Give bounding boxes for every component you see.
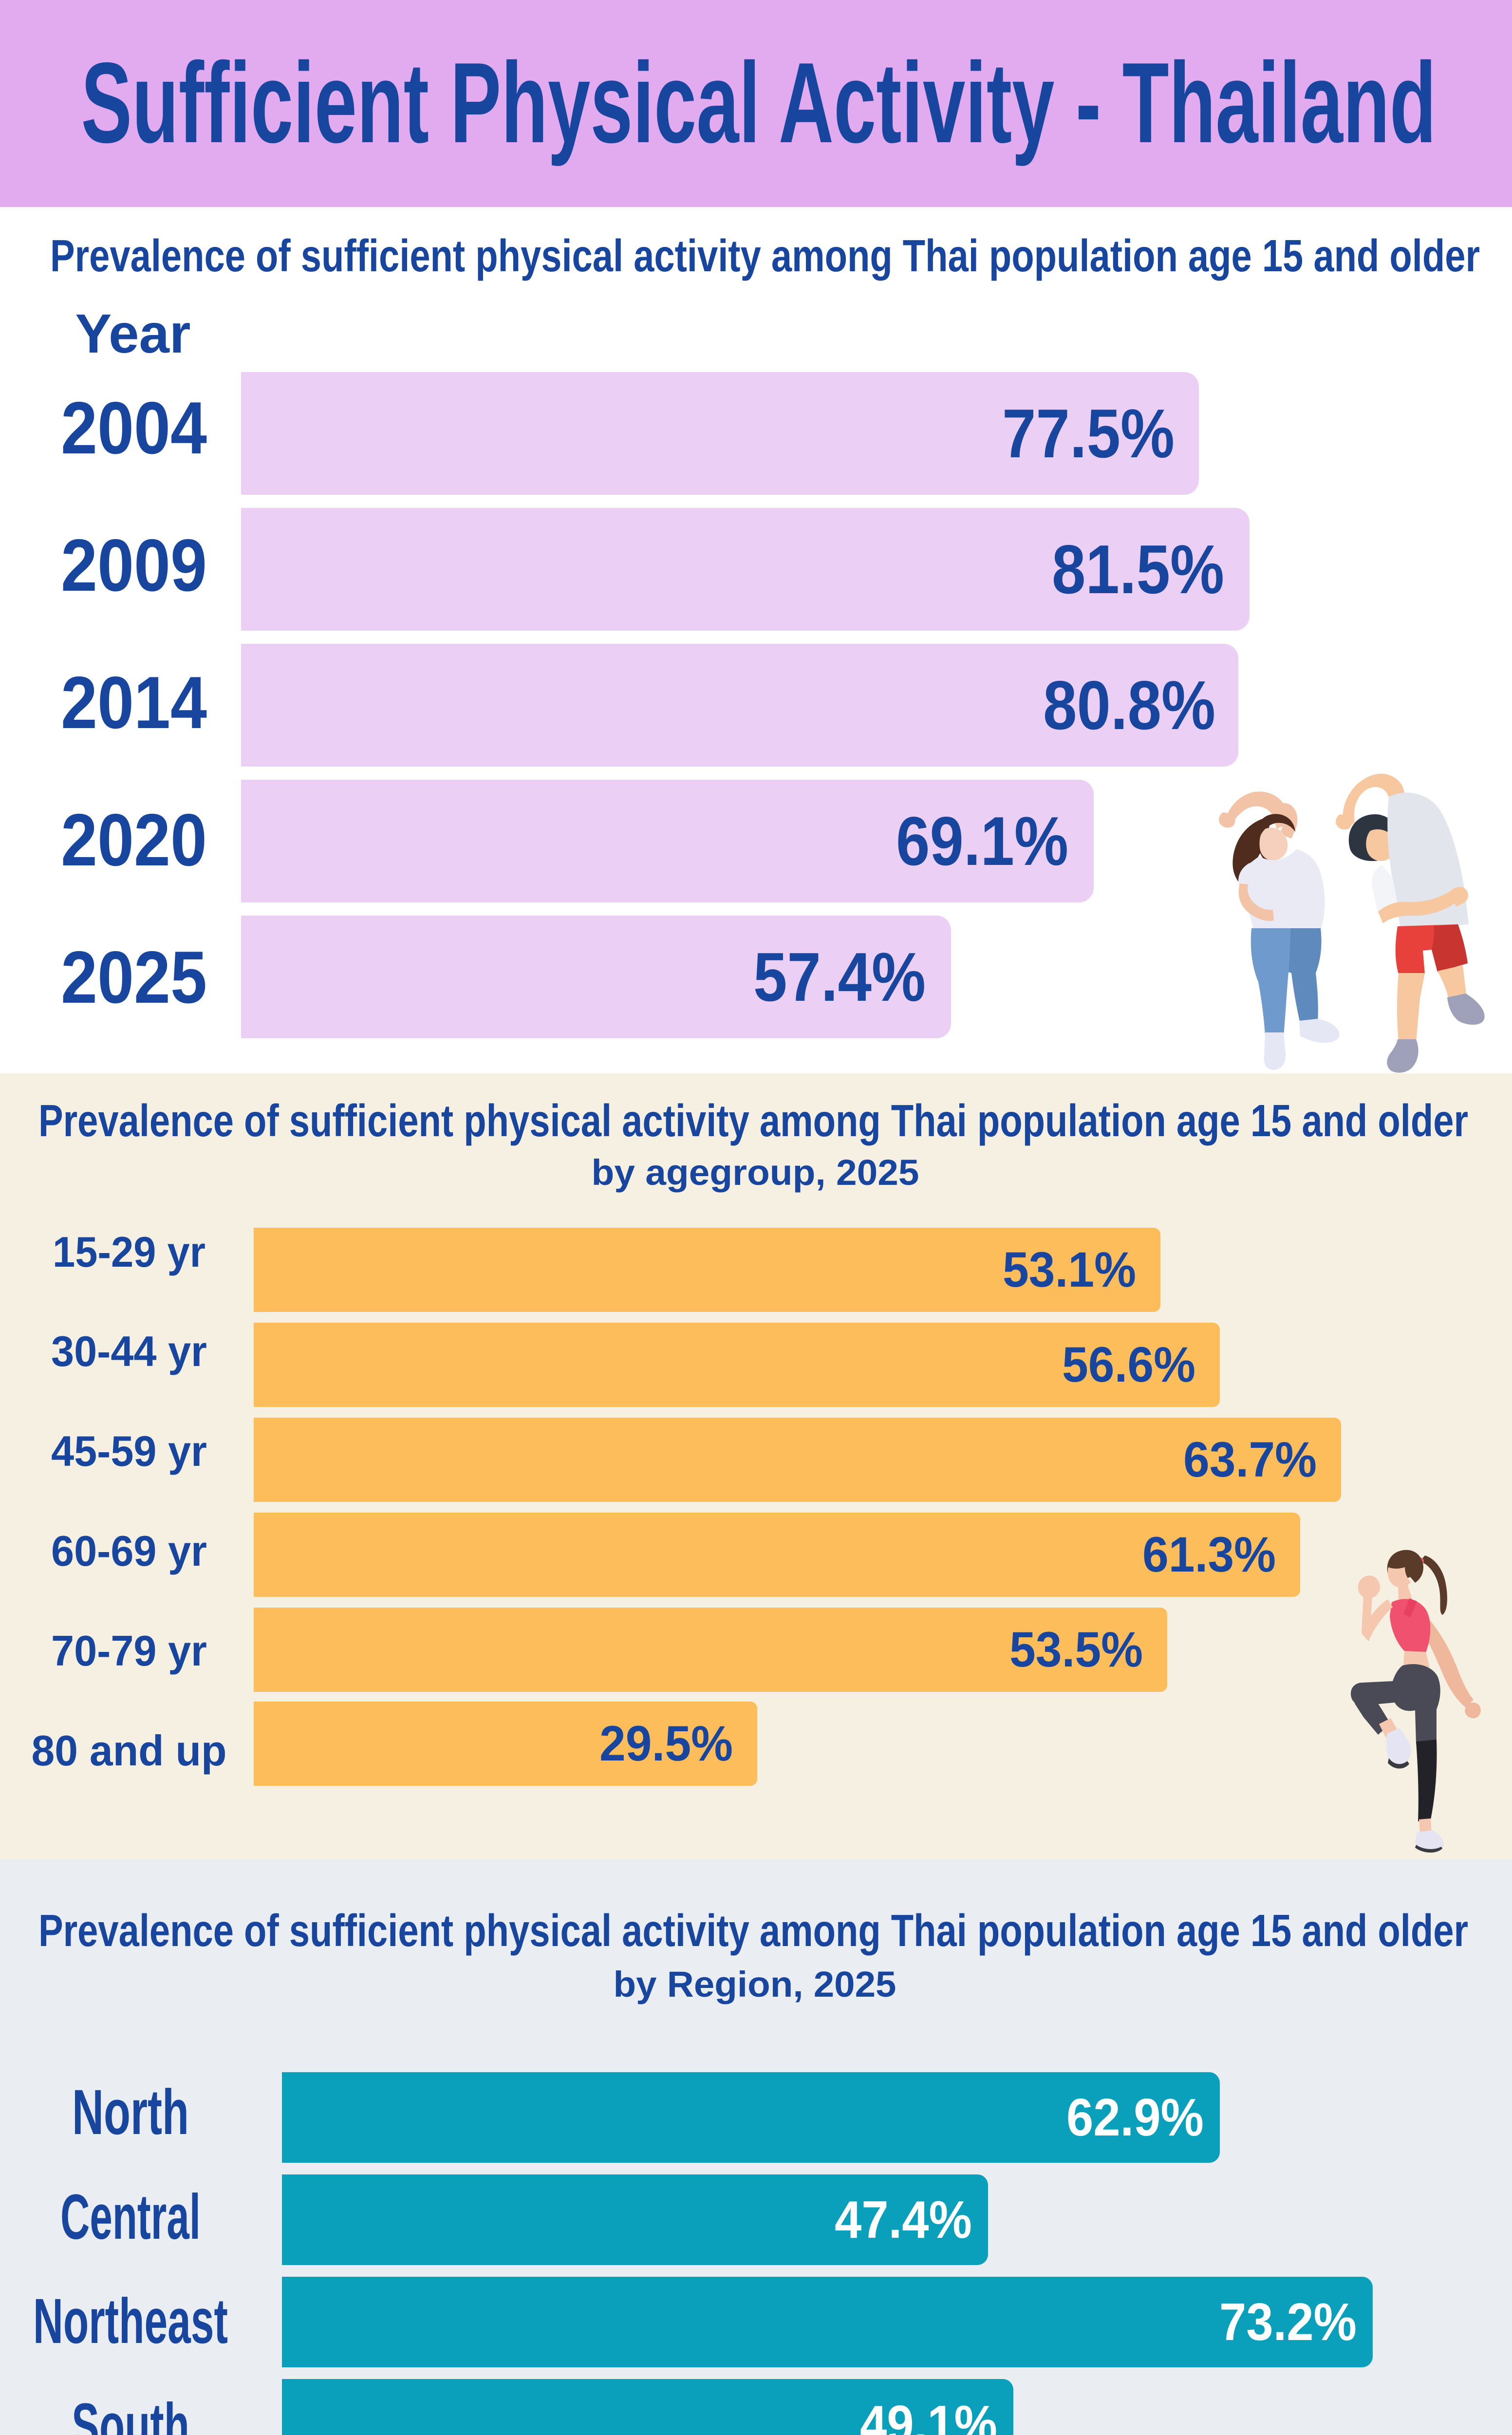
- svg-text:Prevalence of sufficient physi: Prevalence of sufficient physical activi…: [50, 230, 1480, 281]
- svg-text:69.1%: 69.1%: [896, 803, 1068, 880]
- svg-text:80 and up: 80 and up: [32, 1726, 227, 1775]
- svg-text:47.4%: 47.4%: [835, 2190, 972, 2249]
- svg-text:2014: 2014: [61, 661, 207, 744]
- svg-text:63.7%: 63.7%: [1183, 1432, 1317, 1487]
- svg-text:49.1%: 49.1%: [860, 2395, 997, 2435]
- svg-text:73.2%: 73.2%: [1219, 2292, 1357, 2352]
- svg-text:45-59 yr: 45-59 yr: [51, 1427, 207, 1475]
- svg-text:Sufficient Physical Activity -: Sufficient Physical Activity - Thailand: [81, 38, 1437, 167]
- svg-text:53.1%: 53.1%: [1003, 1242, 1136, 1297]
- svg-text:Central: Central: [60, 2181, 201, 2252]
- svg-text:60-69 yr: 60-69 yr: [51, 1527, 207, 1575]
- svg-text:North: North: [72, 2076, 189, 2148]
- svg-text:Northeast: Northeast: [33, 2285, 228, 2357]
- svg-text:56.6%: 56.6%: [1062, 1337, 1195, 1392]
- svg-text:77.5%: 77.5%: [1002, 395, 1175, 472]
- svg-text:Prevalence of sufficient physi: Prevalence of sufficient physical activi…: [38, 1095, 1468, 1146]
- svg-text:62.9%: 62.9%: [1066, 2088, 1204, 2147]
- svg-text:15-29 yr: 15-29 yr: [53, 1228, 205, 1276]
- svg-text:South: South: [72, 2390, 189, 2435]
- svg-text:by agegroup, 2025: by agegroup, 2025: [592, 1152, 919, 1193]
- svg-text:81.5%: 81.5%: [1052, 531, 1224, 608]
- svg-text:2004: 2004: [61, 387, 207, 469]
- svg-text:61.3%: 61.3%: [1142, 1527, 1276, 1582]
- svg-text:53.5%: 53.5%: [1009, 1622, 1143, 1677]
- svg-text:2009: 2009: [61, 524, 207, 607]
- svg-text:57.4%: 57.4%: [753, 938, 926, 1016]
- svg-text:80.8%: 80.8%: [1043, 667, 1215, 744]
- svg-text:Year: Year: [75, 303, 191, 364]
- svg-text:29.5%: 29.5%: [599, 1716, 733, 1771]
- svg-text:2025: 2025: [61, 936, 207, 1019]
- svg-text:Prevalence of sufficient physi: Prevalence of sufficient physical activi…: [38, 1905, 1468, 1956]
- svg-text:30-44 yr: 30-44 yr: [51, 1327, 207, 1375]
- svg-text:2020: 2020: [61, 799, 207, 881]
- svg-text:by Region, 2025: by Region, 2025: [614, 1964, 896, 2004]
- svg-text:70-79 yr: 70-79 yr: [51, 1627, 207, 1675]
